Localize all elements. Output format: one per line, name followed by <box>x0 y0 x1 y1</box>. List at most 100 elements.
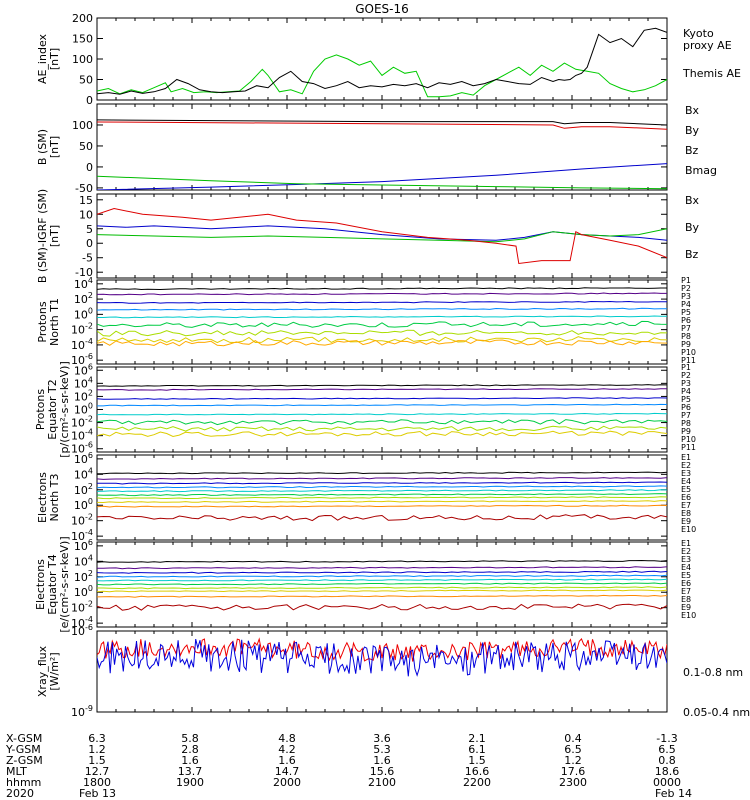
time-row-label: hhmm <box>6 776 41 789</box>
time-row-value: 5.3 <box>373 743 391 756</box>
end-date-label: Feb 14 <box>655 787 692 800</box>
y-tick-label: 100 <box>74 306 93 321</box>
legend-label: P6 <box>681 316 691 325</box>
time-row-value: -1.3 <box>656 732 677 745</box>
legend-label: P1 <box>681 276 691 285</box>
y-tick-label: 0 <box>86 161 93 174</box>
legend-label: P10 <box>681 348 696 357</box>
y-tick-label: 102 <box>74 482 93 497</box>
y-axis-label: B (SM) <box>36 129 49 165</box>
y-tick-label: 100 <box>74 584 93 599</box>
series-line-Kyoto-proxy-AE <box>97 54 667 98</box>
time-row-value: 6.3 <box>88 732 106 745</box>
legend-label: Bz <box>685 144 699 157</box>
legend-label: P8 <box>681 419 691 428</box>
panel-frame <box>96 17 668 101</box>
y-axis-label: Electrons <box>34 559 47 610</box>
y-tick-label: 102 <box>74 291 93 306</box>
time-row-value: 3.6 <box>373 732 391 745</box>
legend-label: E6 <box>681 493 691 502</box>
y-axis-label: Protons <box>34 389 47 430</box>
series-line-E6 <box>97 493 667 497</box>
y-axis-label: Xray_flux <box>36 645 49 697</box>
series-line-P2 <box>97 388 667 391</box>
series-line-E1 <box>97 471 667 475</box>
legend-label: E2 <box>681 461 691 470</box>
time-row-label: Y-GSM <box>5 743 41 756</box>
time-row-value: 1.2 <box>564 754 582 767</box>
start-date-label: Feb 13 <box>79 787 116 800</box>
series-line-P4 <box>97 307 667 311</box>
legend-label: Bx <box>685 104 700 117</box>
legend-label: E2 <box>681 547 691 556</box>
legend-label: P11 <box>681 356 696 365</box>
time-row-label: X-GSM <box>6 732 42 745</box>
series-line-E3 <box>97 570 667 574</box>
series-line-E5 <box>97 489 667 493</box>
legend-label: E1 <box>681 539 691 548</box>
legend-label: P6 <box>681 403 691 412</box>
y-axis-label: North T1 <box>48 298 61 346</box>
legend-label: P4 <box>681 387 691 396</box>
series-line-P1 <box>97 287 667 291</box>
time-row-value: 14.7 <box>275 765 300 778</box>
y-axis-label: [nT] <box>48 48 61 70</box>
y-tick-label: 100 <box>74 497 93 512</box>
panel-xray: 10-6 10-9 Xray_flux [W/m²] 0.1-0.8 nm 0.05-0.… <box>36 623 750 719</box>
legend-label: P9 <box>681 427 691 436</box>
time-row-value: 1.6 <box>373 754 391 767</box>
legend-label: Bmag <box>685 164 717 177</box>
series-line-E7 <box>97 496 667 500</box>
series-line-P3 <box>97 397 667 400</box>
legend-label: E8 <box>681 595 691 604</box>
legend-label: E5 <box>681 571 691 580</box>
time-row-value: 4.8 <box>278 732 296 745</box>
y-axis-label: B (SM)-IGRF (SM) <box>36 189 49 283</box>
time-row-value: 4.2 <box>278 743 296 756</box>
time-row-label: MLT <box>6 765 27 778</box>
time-row-value: 0.4 <box>564 732 582 745</box>
legend-label: E10 <box>681 525 696 534</box>
series-line-E7 <box>97 586 667 590</box>
time-row-value: 2000 <box>273 776 301 789</box>
time-row-value: 2200 <box>463 776 491 789</box>
y-tick-label: 104 <box>74 553 93 568</box>
legend-label: Kyoto <box>683 27 714 40</box>
y-axis-label: Protons <box>36 301 49 342</box>
series-line-Bz <box>97 121 667 130</box>
legend-label: By <box>685 124 700 137</box>
legend-label: P3 <box>681 379 691 388</box>
series-line-P6 <box>97 320 667 328</box>
legend-label: Bz <box>685 248 699 261</box>
time-row-value: 0.8 <box>658 754 676 767</box>
legend-label: proxy AE <box>683 39 732 52</box>
series-line-E3 <box>97 481 667 485</box>
y-tick-label: 10-4 <box>71 337 93 352</box>
time-row-value: 1.5 <box>88 754 106 767</box>
y-tick-label: 102 <box>74 569 93 584</box>
y-axis-label: [nT] <box>48 225 61 247</box>
y-tick-label: -10 <box>75 266 93 279</box>
legend-label: P7 <box>681 324 691 333</box>
series-line-P9 <box>97 339 667 347</box>
time-row-value: 5.8 <box>181 732 199 745</box>
series-line-P6 <box>97 419 667 426</box>
legend-label: P8 <box>681 332 691 341</box>
legend-label: By <box>685 221 700 234</box>
y-tick-label: 10-6 <box>71 623 93 638</box>
y-tick-label: 104 <box>74 276 93 291</box>
y-tick-label: 15 <box>79 194 93 207</box>
y-axis-label: [p/(cm²-s-sr-keV)] <box>58 361 71 458</box>
legend-label: E5 <box>681 485 691 494</box>
series-line-P5 <box>97 412 667 416</box>
y-tick-label: 10-9 <box>71 704 93 719</box>
legend-label: E9 <box>681 517 691 526</box>
y-tick-label: 150 <box>72 33 93 46</box>
time-row-value: 2.1 <box>468 732 486 745</box>
legend-label: P1 <box>681 363 691 372</box>
series-line-E8 <box>97 500 667 504</box>
series-line-E6 <box>97 582 667 586</box>
